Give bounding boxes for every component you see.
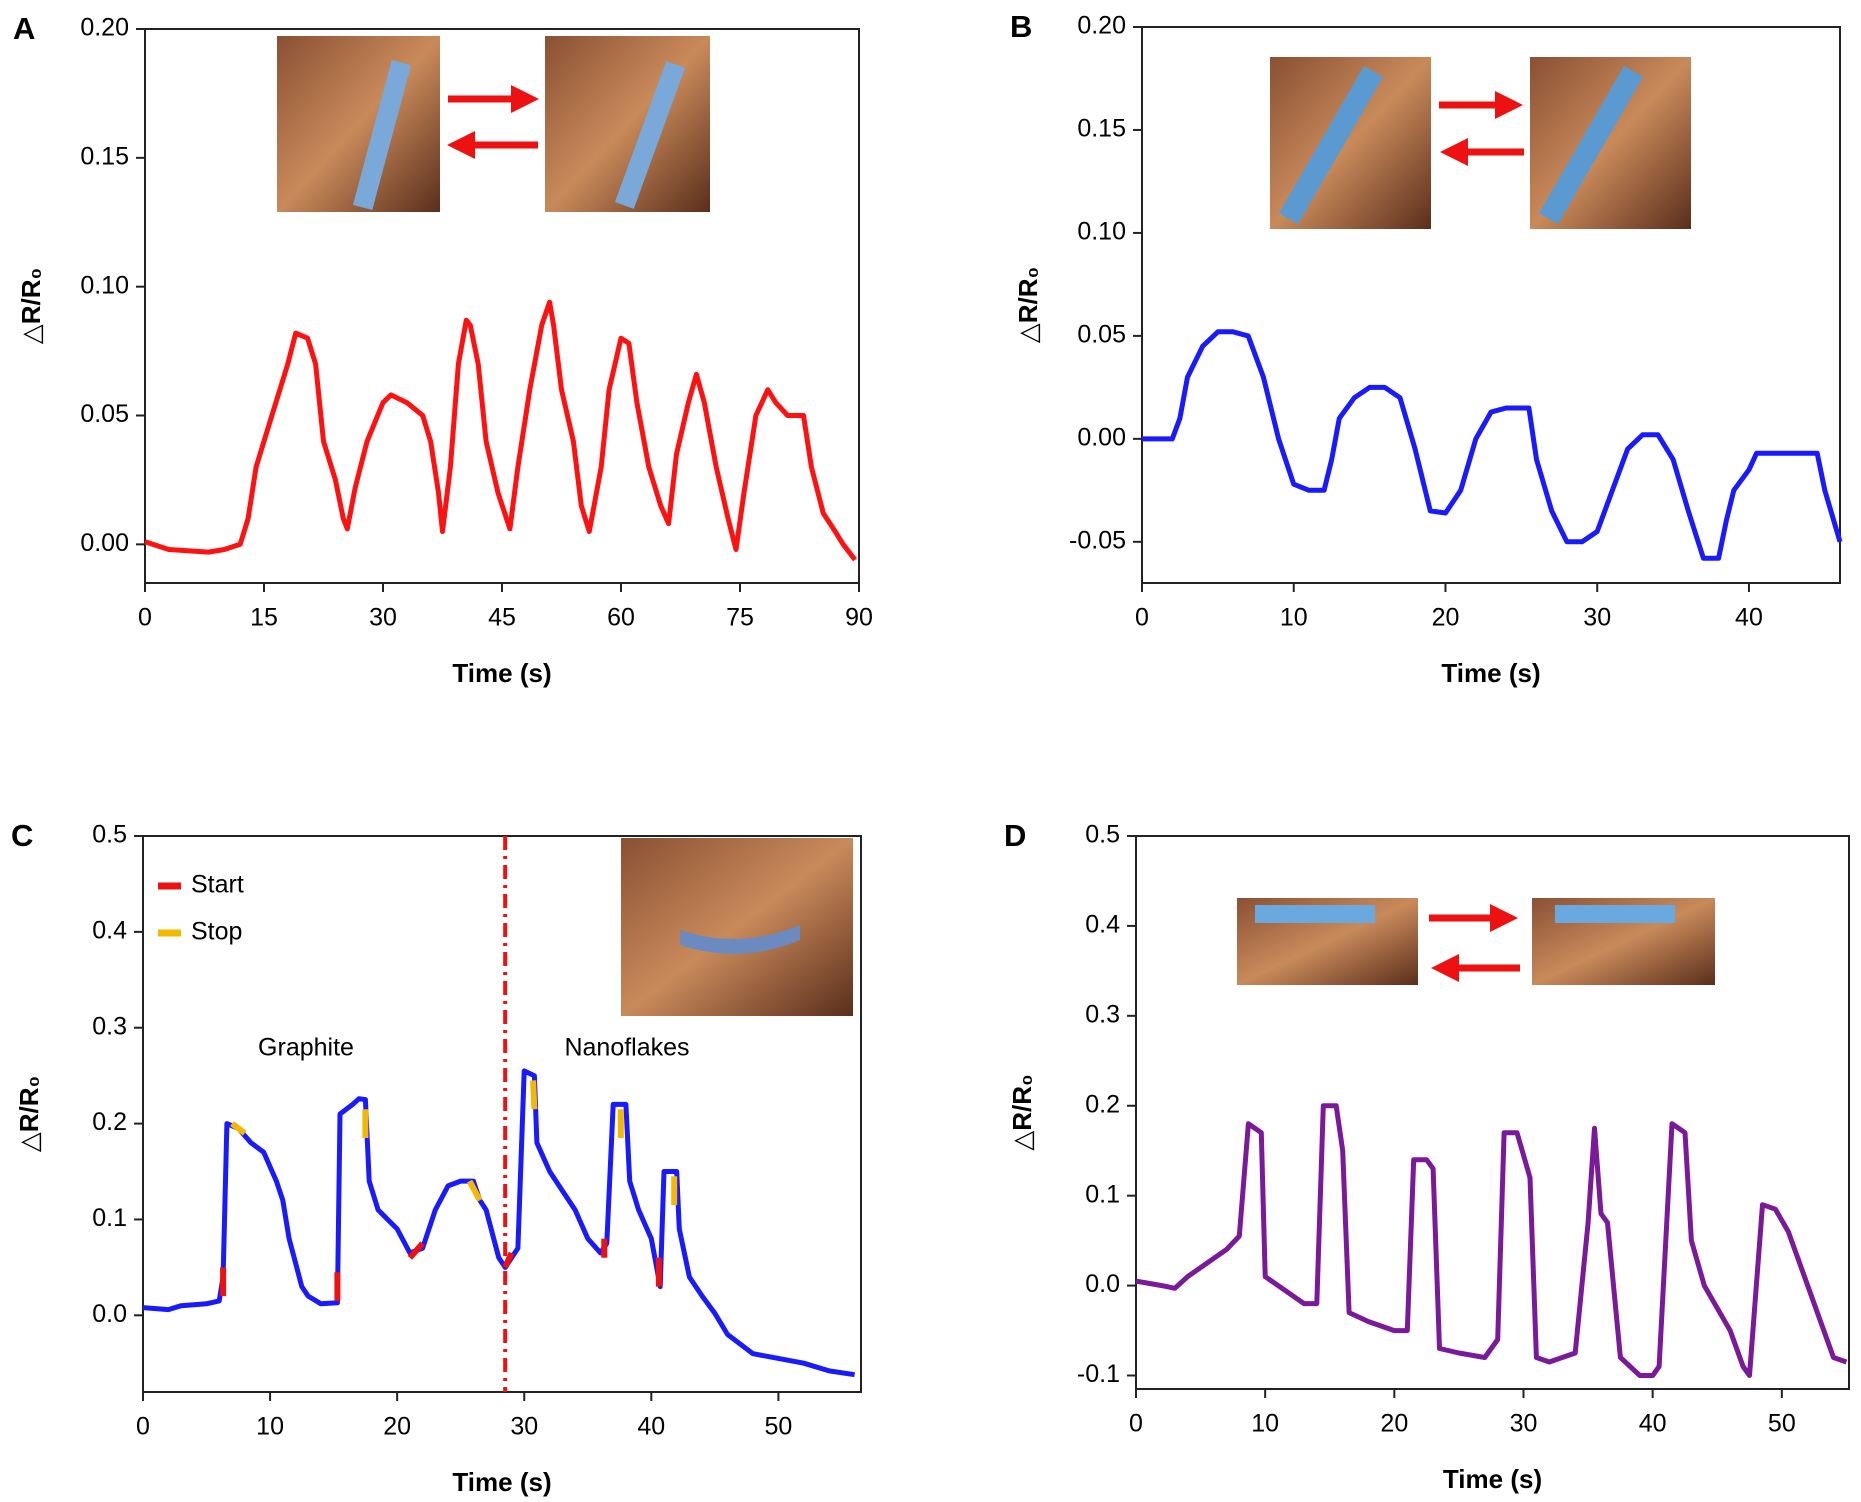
panel-label: A	[13, 11, 35, 46]
y-tick-label: 0.2	[92, 1108, 127, 1136]
y-tick-label: 0.5	[92, 821, 127, 849]
x-tick-label: 10	[256, 1413, 284, 1441]
legend-label: Stop	[191, 918, 242, 946]
plot-frame	[142, 835, 862, 1393]
plot-frame	[1141, 26, 1841, 584]
y-tick-label: 0.3	[92, 1012, 127, 1040]
y-tick-label: 0.20	[1077, 12, 1126, 40]
y-tick-label: 0.05	[1077, 320, 1126, 348]
x-tick-label: 30	[1583, 604, 1611, 632]
y-tick-label: 0.05	[80, 400, 129, 428]
x-tick-label: 30	[510, 1413, 538, 1441]
x-tick-label: 15	[250, 604, 278, 632]
panel-label: D	[1004, 818, 1026, 853]
y-axis-title: △R/R₀	[1013, 267, 1043, 344]
photo	[621, 838, 853, 1016]
annotation: Graphite	[258, 1034, 354, 1062]
x-tick-label: 20	[1432, 604, 1460, 632]
panel-label: B	[1010, 9, 1032, 44]
plot-frame	[1135, 835, 1850, 1390]
y-tick-label: -0.1	[1077, 1360, 1120, 1388]
sensor	[1278, 65, 1384, 225]
event-segment	[220, 1238, 662, 1301]
x-tick-label: 0	[1129, 1410, 1143, 1438]
panel-label: C	[11, 818, 33, 853]
sensor	[352, 59, 412, 211]
photo	[277, 36, 440, 212]
y-tick-label: 0.1	[92, 1204, 127, 1232]
legend-label: Start	[191, 871, 244, 899]
x-tick-label: 0	[1135, 604, 1149, 632]
annotation: Nanoflakes	[564, 1034, 689, 1062]
sensor	[1538, 65, 1644, 225]
x-axis-title: Time (s)	[1443, 1464, 1542, 1494]
y-axis-title: △R/R₀	[16, 268, 46, 345]
x-axis-title: Time (s)	[452, 658, 551, 688]
x-tick-label: 30	[369, 604, 397, 632]
x-tick-label: 40	[1735, 604, 1763, 632]
sensor	[1555, 905, 1675, 923]
y-axis-title: △R/R₀	[14, 1076, 44, 1153]
y-tick-label: 0.00	[1077, 423, 1126, 451]
y-tick-label: 0.1	[1085, 1180, 1120, 1208]
x-tick-label: 45	[488, 604, 516, 632]
x-tick-label: 30	[1510, 1410, 1538, 1438]
y-tick-label: 0.15	[80, 142, 129, 170]
x-tick-label: 0	[136, 1413, 150, 1441]
x-tick-label: 50	[764, 1413, 792, 1441]
x-tick-label: 75	[726, 604, 754, 632]
x-axis-title: Time (s)	[452, 1467, 551, 1497]
y-tick-label: 0.10	[1077, 218, 1126, 246]
x-tick-label: 10	[1280, 604, 1308, 632]
photo-insets	[277, 36, 1715, 1016]
y-tick-label: 0.0	[1085, 1270, 1120, 1298]
y-axis-title: △R/R₀	[1007, 1074, 1037, 1151]
x-tick-label: 20	[1380, 1410, 1408, 1438]
y-tick-label: 0.5	[1085, 821, 1120, 849]
sensor	[680, 925, 800, 954]
y-tick-label: 0.3	[1085, 1000, 1120, 1028]
x-tick-label: 0	[138, 604, 152, 632]
event-segment	[230, 1080, 678, 1206]
data-line	[1142, 329, 1843, 561]
x-tick-label: 10	[1251, 1410, 1279, 1438]
y-tick-label: 0.2	[1085, 1090, 1120, 1118]
y-tick-label: -0.05	[1069, 526, 1126, 554]
data-line	[144, 299, 857, 562]
data-line	[142, 1068, 855, 1378]
x-tick-label: 40	[637, 1413, 665, 1441]
x-axis-title: Time (s)	[1441, 658, 1540, 688]
y-tick-label: 0.0	[92, 1300, 127, 1328]
y-tick-label: 0.4	[92, 916, 127, 944]
sensor	[614, 61, 686, 209]
x-tick-label: 50	[1768, 1410, 1796, 1438]
y-tick-label: 0.15	[1077, 115, 1126, 143]
x-tick-label: 40	[1639, 1410, 1667, 1438]
y-tick-label: 0.4	[1085, 911, 1120, 939]
data-line	[1135, 1103, 1848, 1378]
x-tick-label: 90	[845, 604, 873, 632]
y-tick-label: 0.00	[80, 529, 129, 557]
sensor	[1255, 905, 1375, 923]
y-tick-label: 0.10	[80, 271, 129, 299]
x-tick-label: 60	[607, 604, 635, 632]
y-tick-label: 0.20	[80, 14, 129, 42]
x-tick-label: 20	[383, 1413, 411, 1441]
